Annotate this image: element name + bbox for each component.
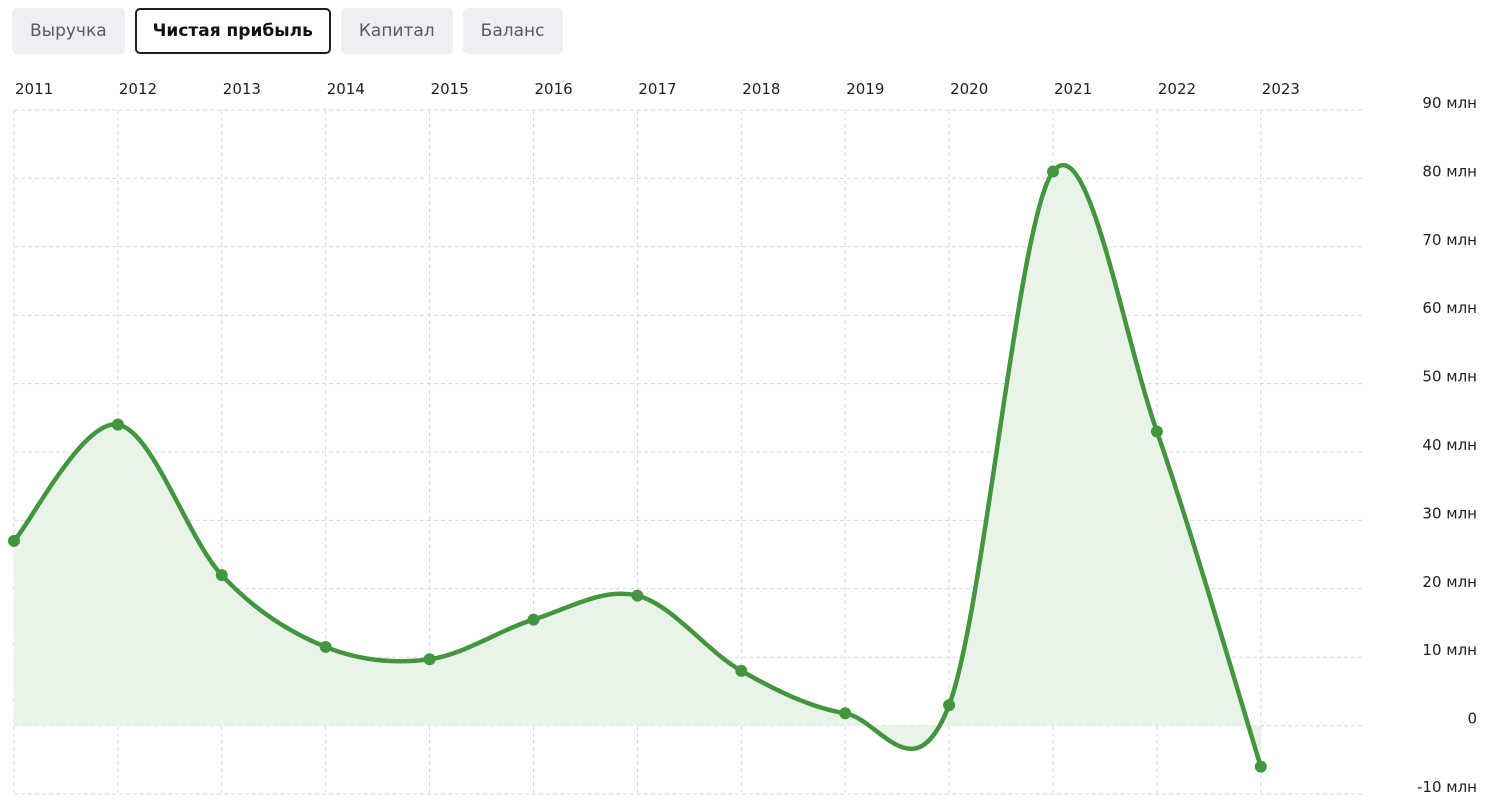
data-point-2015[interactable]: [423, 653, 436, 666]
y-tick-label: -10 млн: [1417, 778, 1477, 796]
x-tick-label: 2023: [1262, 80, 1300, 98]
tab-revenue[interactable]: Выручка: [12, 8, 125, 54]
y-axis-tick-labels: 90 млн 80 млн 70 млн 60 млн 50 млн 40 млн 30 м…: [1417, 94, 1477, 796]
data-point-2011[interactable]: [8, 534, 20, 547]
x-tick-label: 2022: [1158, 80, 1196, 98]
data-point-2013[interactable]: [215, 569, 228, 582]
data-point-2022[interactable]: [1150, 425, 1163, 438]
area-fill: [14, 165, 1261, 767]
y-tick-label: 60 млн: [1422, 299, 1477, 317]
metric-tabs: Выручка Чистая прибыль Капитал Баланс: [12, 8, 563, 54]
tab-balance[interactable]: Баланс: [462, 8, 563, 54]
x-tick-label: 2017: [638, 80, 676, 98]
x-tick-label: 2020: [950, 80, 988, 98]
x-tick-label: 2012: [119, 80, 157, 98]
y-tick-label: 20 млн: [1422, 573, 1477, 591]
y-tick-label: 30 млн: [1422, 504, 1477, 522]
x-axis-tick-labels: 2011 2012 2013 2014 2015 2016 2017 2018 2019 2020…: [15, 80, 1300, 98]
x-tick-label: 2018: [742, 80, 780, 98]
chart-data-points: [8, 165, 1267, 773]
x-tick-label: 2011: [15, 80, 53, 98]
x-tick-label: 2016: [535, 80, 573, 98]
y-tick-label: 90 млн: [1422, 94, 1477, 112]
y-tick-label: 70 млн: [1422, 231, 1477, 249]
y-tick-label: 0: [1467, 710, 1477, 728]
y-tick-label: 10 млн: [1422, 641, 1477, 659]
x-tick-label: 2013: [223, 80, 261, 98]
x-tick-label: 2014: [327, 80, 365, 98]
y-tick-label: 40 млн: [1422, 436, 1477, 454]
y-tick-label: 80 млн: [1422, 162, 1477, 180]
y-tick-label: 50 млн: [1422, 368, 1477, 386]
tab-capital[interactable]: Капитал: [340, 8, 453, 54]
data-point-2014[interactable]: [319, 640, 332, 653]
chart-area-fill: [14, 165, 1261, 767]
data-point-2020[interactable]: [943, 699, 956, 712]
x-tick-label: 2021: [1054, 80, 1092, 98]
data-point-2021[interactable]: [1047, 165, 1059, 178]
data-point-2012[interactable]: [111, 418, 124, 431]
x-tick-label: 2015: [431, 80, 469, 98]
data-point-2019[interactable]: [839, 707, 852, 720]
data-point-2017[interactable]: [631, 589, 644, 602]
data-point-2023[interactable]: [1254, 760, 1267, 773]
data-point-2016[interactable]: [527, 613, 540, 626]
x-tick-label: 2019: [846, 80, 884, 98]
tab-net-profit[interactable]: Чистая прибыль: [134, 8, 331, 54]
data-point-2018[interactable]: [735, 664, 748, 677]
